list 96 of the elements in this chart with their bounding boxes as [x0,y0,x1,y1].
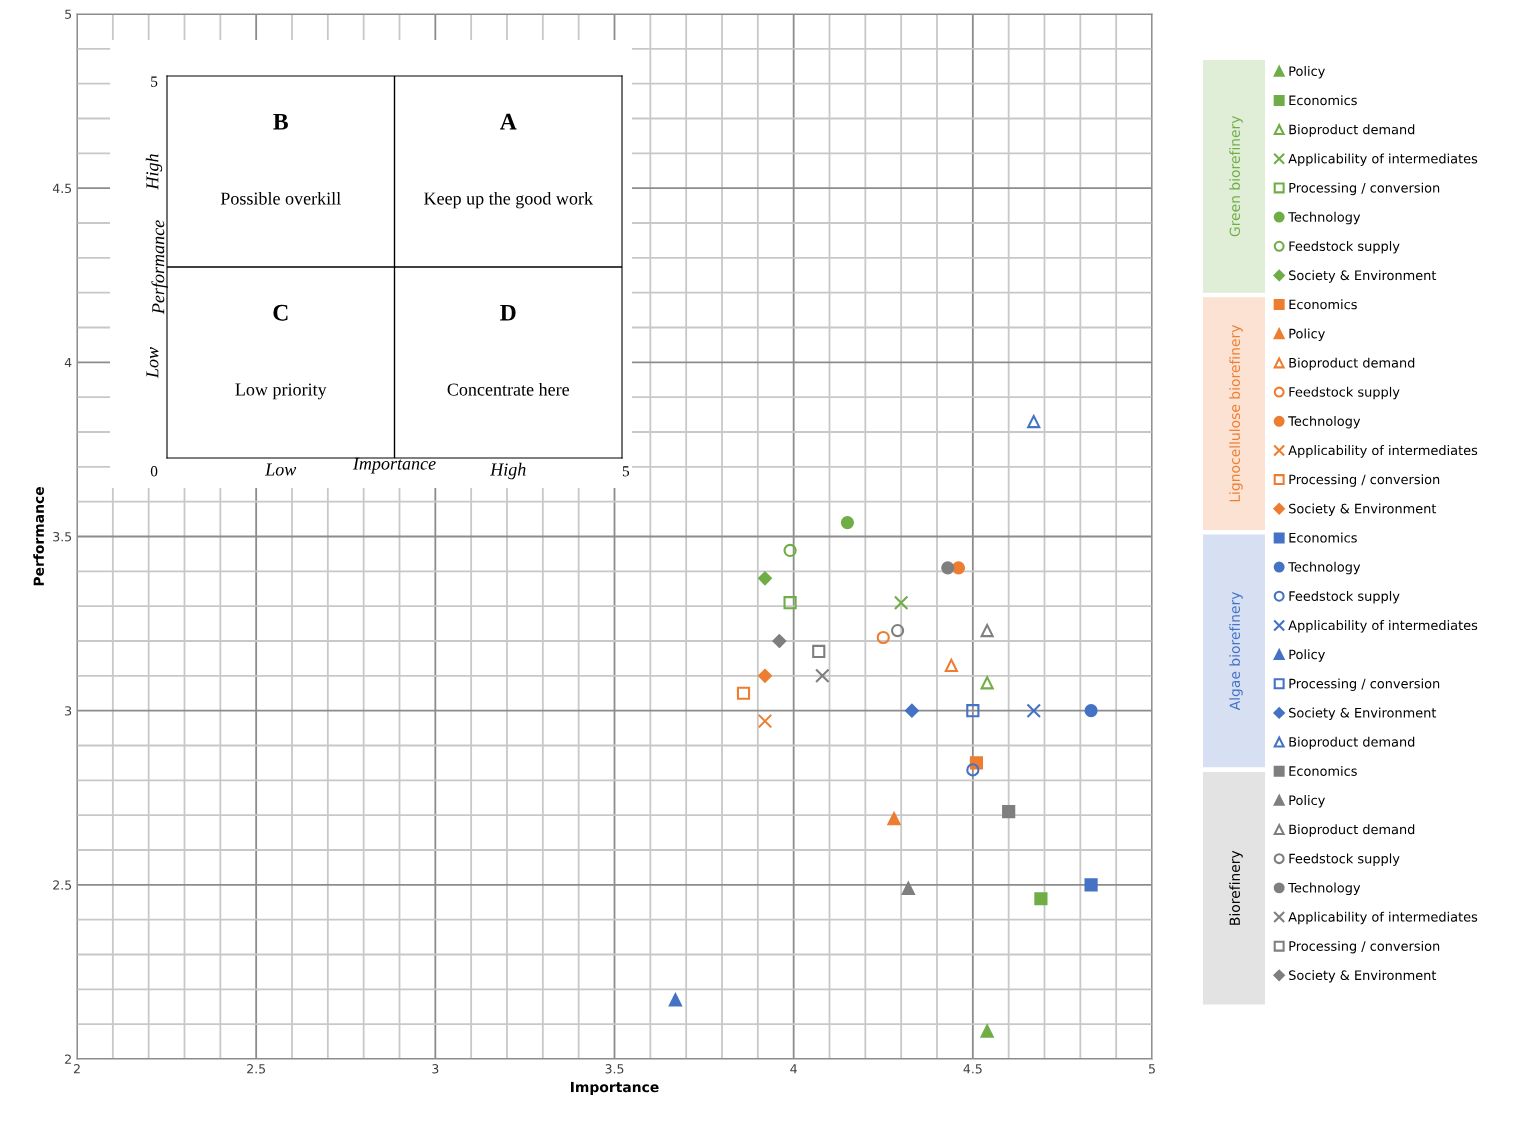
point [758,571,772,586]
y-tick-label: 2 [65,1054,71,1064]
x-tick-label: 2 [73,1064,80,1074]
category-label: High [490,462,526,480]
legend-label: Feedstock supply [1289,590,1400,604]
legend-label: Policy [1289,66,1325,79]
y-tick-label: 2.5 [53,880,72,890]
legend-label: Applicability of intermediates [1288,445,1478,458]
point [1002,805,1016,819]
legend-label: Technology [1288,561,1361,575]
y-tick-label: 4.5 [52,183,72,194]
y-tick-label: 4 [64,357,72,368]
point [941,561,955,575]
legend-label: Society & Environment [1289,270,1437,283]
legend-label: Society & Environment [1289,503,1437,516]
point [783,543,797,558]
legend-label: Bioproduct demand [1289,824,1415,837]
x-tick-label: 2.5 [247,1064,266,1074]
legend-label: Processing / conversion [1289,678,1440,691]
text: Lignocellulose biorefinery [1229,324,1243,502]
point [736,686,751,700]
text: Biorefinery [1229,850,1243,925]
y-axis-title: Performance [33,487,45,586]
x-tick-label: 4 [790,1064,797,1074]
legend-label: Applicability of intermediates [1288,153,1478,166]
category-label: Low [264,463,297,476]
legend-label: Bioproduct demand [1289,357,1415,371]
legend-label: Technology [1288,882,1361,896]
point [1026,703,1042,718]
point [966,763,980,777]
text: A Keep up the good work [424,113,593,209]
legend-label: Bioproduct demand [1289,124,1415,137]
legend-label: Policy [1289,649,1325,662]
text: C Low priority [235,304,327,400]
point [1084,878,1098,892]
text: Algae biorefinery [1229,591,1243,711]
y-tick-label: 3.5 [53,531,72,542]
point [980,623,994,638]
point [812,644,826,659]
legend-label: Society & Environment [1289,707,1437,721]
point [890,623,905,638]
legend-label: Processing / conversion [1289,474,1440,487]
legend-label: Applicability of intermediates [1288,911,1478,925]
legend-label: Technology [1288,211,1361,225]
annotation: 5 [622,466,630,477]
point [980,1024,994,1038]
legend-label: Society & Environment [1289,970,1437,983]
point [944,658,958,672]
category-label: High [145,154,163,190]
text: Green biorefinery [1229,115,1243,237]
point [1027,414,1041,429]
legend-label: Policy [1289,328,1325,341]
text: Importance [352,457,436,474]
point [887,812,901,826]
point [772,634,787,648]
point [980,676,994,690]
x-tick-label: 5 [1148,1064,1155,1074]
point [901,881,915,895]
point [1084,704,1098,718]
legend-label: Bioproduct demand [1289,736,1415,750]
annotation: 5 [151,76,158,87]
point [876,630,890,645]
text: Performance [151,220,168,315]
point [668,993,683,1007]
legend-label: Technology [1288,415,1361,429]
point [893,595,909,610]
legend-label: Feedstock supply [1289,240,1400,254]
point [951,561,966,575]
x-tick-label: 3 [432,1064,439,1074]
point [904,703,919,718]
point [783,596,797,610]
legend-label: Feedstock supply [1289,386,1400,400]
point [757,713,773,729]
text: D Concentrate here [447,304,570,396]
legend-label: Applicability of intermediates [1288,620,1478,633]
point [758,668,772,683]
legend-label: Processing / conversion [1289,940,1440,954]
x-tick-label: 3.5 [605,1064,624,1074]
y-tick-label: 3 [65,706,72,716]
legend-label: Economics [1289,299,1357,310]
legend-label: Feedstock supply [1289,853,1400,866]
legend-label: Economics [1289,95,1357,106]
legend-label: Economics [1289,765,1357,776]
legend-label: Policy [1289,795,1325,808]
point [966,704,980,718]
point [815,668,830,684]
category-label: Low [146,347,159,379]
x-tick-label: 4.5 [963,1064,982,1074]
point [840,515,855,530]
x-axis-title: Importance [571,1081,659,1095]
legend-label: Processing / conversion [1289,182,1440,196]
text: B Possible overkill [220,113,341,205]
y-tick-label: 5 [65,9,72,19]
annotation: 0 [150,466,158,477]
legend-label: Economics [1289,532,1357,543]
point [1034,892,1048,906]
